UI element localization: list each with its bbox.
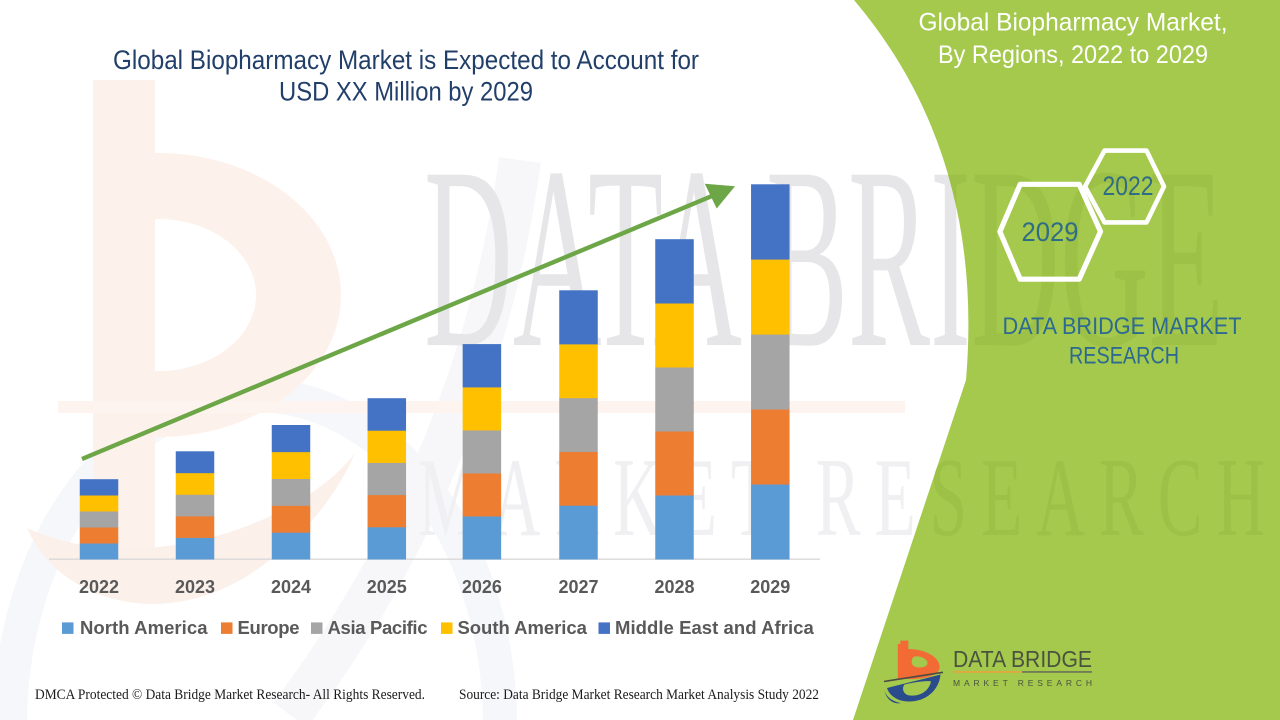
svg-text:2029: 2029 [1022, 217, 1079, 247]
svg-text:2022: 2022 [79, 577, 119, 597]
svg-text:North America: North America [80, 617, 208, 638]
svg-text:South America: South America [458, 617, 588, 638]
svg-text:DMCA Protected © Data Bridge M: DMCA Protected © Data Bridge Market Rese… [35, 687, 425, 703]
svg-text:Global Biopharmacy Market,: Global Biopharmacy Market, [919, 9, 1228, 37]
svg-text:Europe: Europe [238, 617, 300, 638]
svg-text:RESEARCH: RESEARCH [1069, 342, 1179, 369]
svg-text:2026: 2026 [462, 577, 502, 597]
svg-text:DATA BRIDGE: DATA BRIDGE [953, 646, 1092, 672]
svg-text:2025: 2025 [367, 577, 407, 597]
svg-text:Asia Pacific: Asia Pacific [328, 617, 428, 638]
svg-text:Global Biopharmacy Market is E: Global Biopharmacy Market is Expected to… [113, 45, 699, 75]
svg-text:By Regions, 2022 to 2029: By Regions, 2022 to 2029 [938, 41, 1208, 69]
svg-text:2024: 2024 [271, 577, 311, 597]
svg-text:USD XX Million by 2029: USD XX Million by 2029 [279, 77, 533, 107]
svg-text:MARKET RESEARCH: MARKET RESEARCH [953, 678, 1092, 688]
svg-text:2029: 2029 [750, 577, 790, 597]
svg-text:Middle East and Africa: Middle East and Africa [615, 617, 815, 638]
svg-text:Source: Data Bridge Market Res: Source: Data Bridge Market Research Mark… [459, 687, 819, 703]
svg-text:2028: 2028 [655, 577, 695, 597]
svg-text:2022: 2022 [1103, 171, 1154, 201]
svg-text:2023: 2023 [175, 577, 215, 597]
svg-text:DATA BRIDGE MARKET: DATA BRIDGE MARKET [1003, 313, 1242, 340]
svg-text:2027: 2027 [559, 577, 599, 597]
